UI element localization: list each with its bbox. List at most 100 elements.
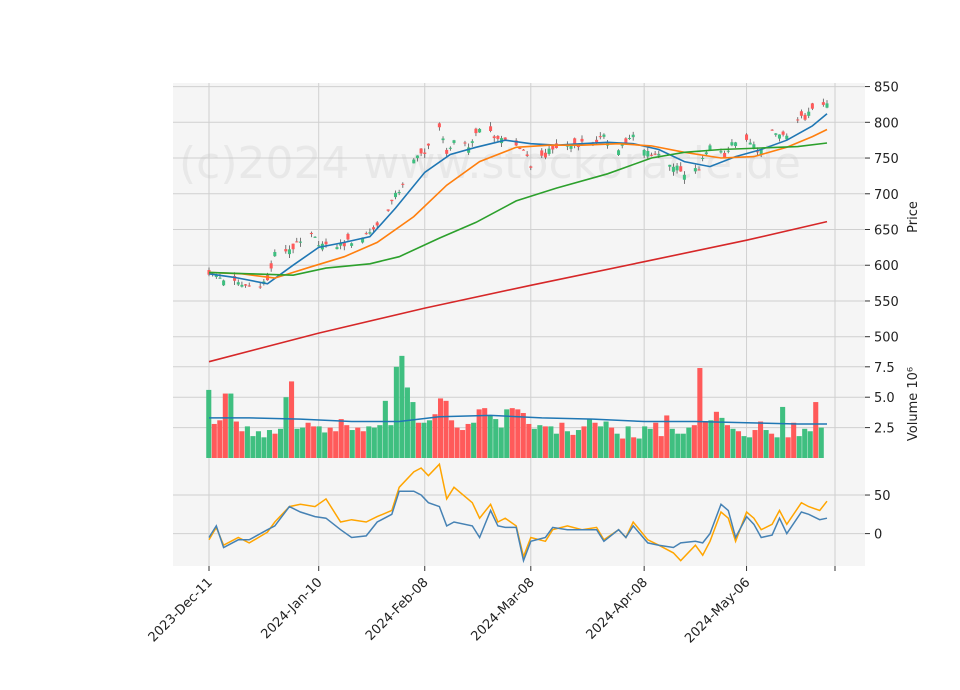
candle-body [309, 232, 313, 235]
volume-bar [377, 425, 383, 458]
candle-body [218, 277, 222, 279]
candle-body [777, 134, 781, 139]
candle-body [821, 102, 825, 105]
volume-bar [802, 428, 808, 458]
volume-bar [520, 413, 526, 458]
watermark: (c)2024 www.stockoracle.de [179, 138, 801, 189]
volume-bar [647, 428, 653, 458]
candle-body [525, 154, 529, 156]
volume-bar [382, 400, 388, 458]
volume-bar [333, 431, 339, 458]
volume-bar [686, 427, 692, 458]
candle-body [445, 149, 449, 154]
candle-body [825, 103, 829, 108]
volume-bar [349, 430, 355, 458]
candle-body [463, 142, 467, 144]
moving-average-line-2 [208, 128, 828, 279]
volume-bar [642, 426, 648, 458]
candle-body [580, 138, 584, 142]
price-tick-label: 750 [874, 152, 899, 167]
volume-bar [785, 437, 791, 458]
moving-average-line-4 [208, 220, 828, 363]
volume-bar [697, 368, 703, 458]
volume-bar [780, 406, 786, 458]
candle-body [393, 192, 398, 198]
moving-average-line-3 [208, 142, 828, 277]
volume-bar [509, 408, 515, 458]
volume-bar [316, 426, 322, 458]
volume-bar [305, 422, 311, 458]
volume-bar [366, 426, 372, 458]
candle-body [748, 142, 752, 145]
candle-body [496, 135, 500, 139]
volume-bar [393, 366, 399, 458]
volume-bar [360, 431, 366, 458]
price-tick-label: 500 [874, 331, 899, 346]
volume-bar [531, 428, 537, 458]
candle-body [489, 126, 493, 131]
candle-body [273, 252, 277, 257]
candle-body [339, 242, 343, 246]
volume-bar [454, 427, 460, 458]
candle-body [573, 138, 577, 145]
volume-bar [498, 427, 504, 458]
candle-body [631, 134, 635, 138]
volume-bar [592, 422, 598, 458]
volume-bar [211, 423, 217, 458]
candle-body [646, 150, 650, 157]
volume-bar [239, 431, 245, 458]
price-tick-label: 550 [874, 295, 899, 310]
volume-bar [415, 422, 421, 458]
candle-body [207, 269, 211, 275]
candle-body [350, 243, 354, 246]
volume-bar [636, 438, 642, 458]
grid-lines [173, 83, 865, 566]
volume-bar [410, 402, 416, 458]
x-tick-label: 2024-May-06 [682, 575, 753, 646]
candle-body [803, 114, 807, 120]
indicator-line-1 [208, 462, 828, 562]
volume-bar [476, 409, 482, 458]
volume-bar [465, 423, 471, 458]
candle-body [423, 152, 427, 154]
price-panel-bg [173, 83, 865, 351]
candle-body [401, 183, 405, 185]
volume-bar [244, 426, 250, 458]
candle-body [478, 128, 482, 133]
volume-bar [713, 411, 719, 458]
candle-body [726, 150, 730, 152]
candle-body [693, 168, 697, 172]
volume-bar [564, 431, 570, 458]
candle-body [642, 150, 646, 156]
volume-bar [233, 421, 239, 458]
volume-bar [261, 437, 267, 458]
candle-body [701, 158, 705, 160]
volume-bar [421, 422, 427, 458]
candle-body [258, 286, 262, 288]
volume-bar [266, 430, 273, 458]
candle-body [781, 131, 785, 135]
candle-body [284, 249, 288, 252]
volume-bar [691, 425, 697, 458]
volume-bar [338, 419, 344, 458]
candle-body [233, 276, 237, 281]
candle-body [368, 232, 372, 234]
candle-body [543, 152, 547, 158]
volume-tick-label: 7.5 [874, 361, 895, 376]
volume-bar [752, 430, 758, 458]
candle-body [247, 285, 251, 287]
volume-bar [482, 408, 488, 458]
volume-bar [758, 421, 764, 458]
candle-body [214, 275, 218, 277]
candle-body [287, 249, 291, 255]
volume-bar [355, 427, 361, 458]
candle-body [697, 169, 701, 171]
volume-tick-label: 2.5 [874, 422, 895, 437]
candle-body [298, 241, 302, 243]
volume-bar [553, 433, 559, 458]
candle-body [492, 136, 496, 139]
candle-body [708, 145, 712, 151]
volume-bar [515, 409, 521, 458]
volume-bar [322, 432, 328, 458]
